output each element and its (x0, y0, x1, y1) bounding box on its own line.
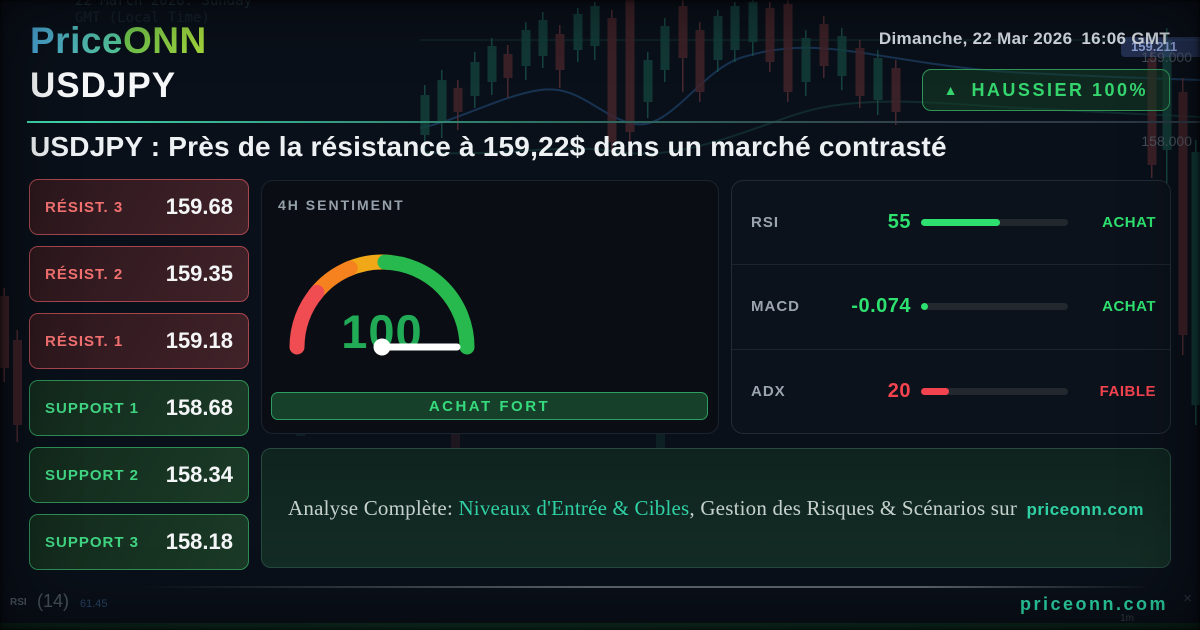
resistance-2-value: 159.35 (165, 261, 233, 286)
support-3-label: SUPPORT 3 (45, 533, 140, 551)
adx-label: ADX (751, 382, 786, 400)
resistance-3-label: RÉSIST. 3 (45, 198, 124, 216)
bg-price-badge: 159.211 (1121, 37, 1200, 57)
resistance-1-value: 159.18 (165, 328, 233, 353)
sentiment-card: 4H SENTIMENT 100 ACHAT FORT (261, 180, 719, 434)
sentiment-signal-button[interactable]: ACHAT FORT (271, 392, 708, 420)
sentiment-title: 4H SENTIMENT (278, 197, 405, 213)
indicator-row-macd: MACD -0.074 ACHAT (732, 264, 1170, 348)
macd-progress-bar (921, 303, 1068, 311)
bg-grid-label-158: 158.000 (1141, 133, 1192, 149)
support-2-card: SUPPORT 2 158.34 (29, 447, 249, 503)
support-1-label: SUPPORT 1 (45, 399, 140, 417)
macd-signal: ACHAT (1102, 298, 1156, 316)
macd-value: -0.074 (851, 295, 911, 318)
rsi-progress-fill (921, 219, 1001, 227)
footer-rsi-faint-value: 61.45 (80, 598, 108, 610)
support-2-value: 158.34 (165, 462, 233, 487)
resistance-1-card: RÉSIST. 1 159.18 (29, 313, 249, 369)
footer-rsi-label: RSI (10, 597, 27, 608)
adx-progress-bar (921, 387, 1068, 395)
indicator-row-adx: ADX 20 FAIBLE (732, 348, 1170, 433)
analysis-banner: Analyse Complète: Niveaux d'Entrée & Cib… (261, 448, 1171, 568)
resistance-2-label: RÉSIST. 2 (45, 265, 124, 283)
rsi-label: RSI (751, 214, 780, 232)
resistance-1-label: RÉSIST. 1 (45, 332, 124, 350)
macd-label: MACD (751, 298, 800, 316)
footer-site-link[interactable]: priceonn.com (1019, 594, 1168, 614)
rsi-signal: ACHAT (1102, 214, 1156, 232)
priceonn-logo: PriceONN (30, 20, 207, 62)
footer-timeframe: 1m (1120, 613, 1134, 624)
footer-rsi-period: (14) (37, 591, 70, 611)
trend-badge-label: HAUSSIER 100% (971, 79, 1148, 100)
header-divider (27, 121, 1200, 123)
page-title: USDJPY (30, 66, 177, 105)
support-3-value: 158.18 (165, 529, 233, 554)
adx-signal: FAIBLE (1099, 382, 1156, 400)
close-icon[interactable]: × (1183, 590, 1192, 607)
headline: USDJPY : Près de la résistance à 159,22$… (30, 131, 947, 162)
bg-faint-date-line2: GMT (Local Time) (75, 10, 210, 26)
support-3-card: SUPPORT 3 158.18 (29, 514, 249, 570)
footer-divider (140, 586, 1145, 588)
time-text: 16:06 GMT (1081, 29, 1170, 48)
up-triangle-icon: ▲ (943, 82, 958, 98)
banner-highlight-link[interactable]: Niveaux d'Entrée & Cibles (458, 495, 690, 520)
macd-progress-fill (921, 303, 928, 311)
bottom-accent-strip (0, 623, 1200, 630)
support-1-card: SUPPORT 1 158.68 (29, 380, 249, 436)
logo-part-price: Price (30, 20, 124, 61)
bg-faint-date-line1: 22 March 2026: Sunday (75, 0, 253, 9)
resistance-2-card: RÉSIST. 2 159.35 (29, 246, 249, 302)
date-text: Dimanche, 22 Mar 2026 (878, 29, 1073, 48)
gauge-needle (373, 338, 461, 356)
rsi-progress-bar (921, 219, 1068, 227)
bg-grid-label-159: 159.000 (1141, 49, 1192, 65)
levels-column: RÉSIST. 3 159.68 RÉSIST. 2 159.35 RÉSIST… (29, 179, 249, 570)
trend-badge[interactable]: ▲ HAUSSIER 100% (921, 69, 1170, 111)
indicator-row-rsi: RSI 55 ACHAT (732, 181, 1170, 264)
support-1-value: 158.68 (165, 395, 233, 420)
banner-middle: , Gestion des Risques & Scénarios sur (689, 495, 1023, 520)
indicators-panel: RSI 55 ACHAT MACD -0.074 ACHAT ADX 20 FA… (731, 180, 1171, 434)
analysis-banner-text: Analyse Complète: Niveaux d'Entrée & Cib… (288, 496, 1144, 521)
adx-progress-fill (921, 387, 949, 395)
banner-prefix: Analyse Complète: (288, 495, 459, 520)
banner-site-link[interactable]: priceonn.com (1026, 499, 1144, 519)
logo-part-onn: ONN (123, 20, 207, 61)
support-2-label: SUPPORT 2 (45, 466, 140, 484)
rsi-value: 55 (887, 211, 911, 234)
adx-value: 20 (887, 379, 911, 402)
datetime: Dimanche, 22 Mar 2026 16:06 GMT (879, 29, 1170, 49)
resistance-3-card: RÉSIST. 3 159.68 (29, 179, 249, 235)
candles-upper (0, 0, 1200, 442)
sentiment-gauge (289, 254, 475, 356)
resistance-3-value: 159.68 (165, 194, 233, 219)
